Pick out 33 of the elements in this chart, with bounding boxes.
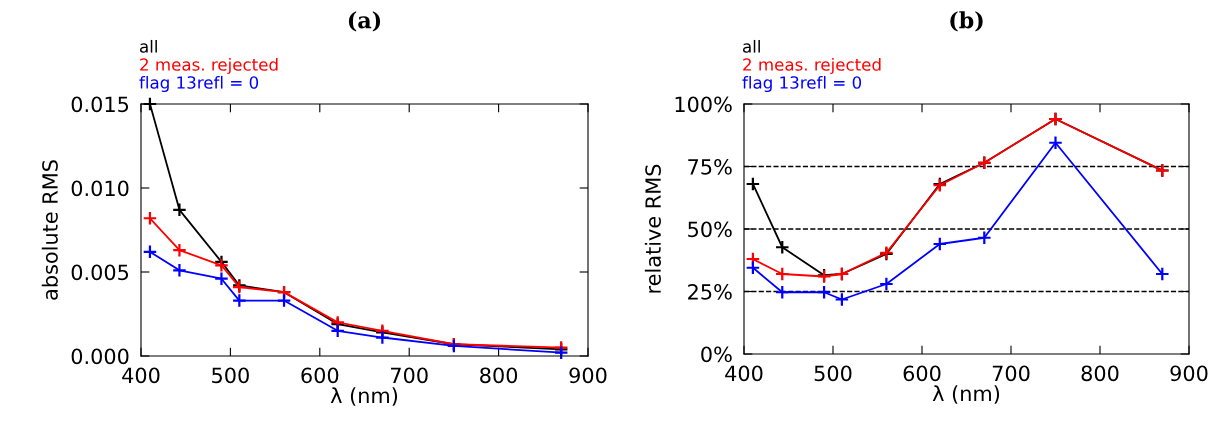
x-tick-label: 500 <box>212 367 249 384</box>
text: all <box>743 39 760 53</box>
y-tick-label: 0% <box>701 346 732 363</box>
chart-title: (a) <box>348 11 381 32</box>
x-tick-label: 500 <box>814 365 852 382</box>
y-tick-label: 0.000 <box>71 348 129 365</box>
x-tick-label: 400 <box>122 367 160 384</box>
x-tick-label: 700 <box>391 367 428 384</box>
x-axis-title: λ (nm) <box>932 385 1000 404</box>
text: all <box>140 39 157 53</box>
y-tick-label: 75% <box>688 158 732 175</box>
text: flag 13refl = 0 <box>139 75 259 93</box>
x-tick-label: 900 <box>1170 365 1208 382</box>
y-tick-label: 0.005 <box>71 264 129 281</box>
text: 2 meas. rejected <box>140 57 278 75</box>
x-tick-label: 900 <box>569 367 607 384</box>
x-tick-label: 600 <box>903 365 941 382</box>
x-tick-label: 700 <box>992 365 1030 382</box>
y-tick-label: 0.010 <box>71 180 129 197</box>
x-tick-label: 600 <box>301 367 339 384</box>
y-axis-title: relative RMS <box>644 164 661 293</box>
y-tick-label: 25% <box>688 283 732 300</box>
y-tick-label: 100% <box>675 96 732 113</box>
text: 2 meas. rejected <box>743 57 881 75</box>
x-tick-label: 800 <box>1081 365 1119 382</box>
chart-title: (b) <box>950 11 983 32</box>
y-tick-label: 50% <box>688 221 732 238</box>
y-axis-title: absolute RMS <box>41 160 58 300</box>
x-axis-title: λ (nm) <box>330 387 398 406</box>
text: flag 13refl = 0 <box>742 75 862 93</box>
x-tick-label: 800 <box>480 367 518 384</box>
x-tick-label: 400 <box>725 365 763 382</box>
y-tick-label: 0.015 <box>71 96 129 113</box>
